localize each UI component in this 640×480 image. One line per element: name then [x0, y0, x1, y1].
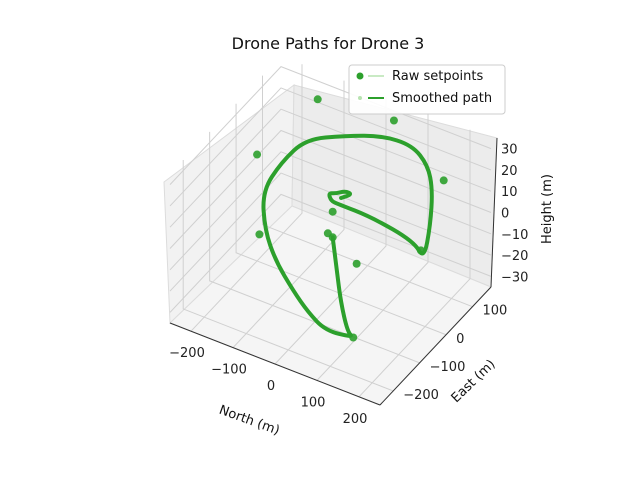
grid-line-z — [169, 66, 492, 185]
east-axis-line — [379, 286, 492, 406]
chart-title: Drone Paths for Drone 3 — [232, 34, 425, 53]
z-tick-label: 20 — [501, 164, 518, 179]
grid-line-z — [169, 172, 492, 292]
raw-setpoint-marker — [349, 333, 358, 342]
legend-raw-marker — [356, 72, 364, 80]
raw-setpoint-marker — [416, 246, 425, 255]
raw-setpoint-marker — [323, 229, 332, 238]
height-axis-line — [490, 137, 498, 288]
grid-line-x — [274, 97, 387, 365]
z-tick-label: 10 — [501, 185, 518, 200]
series-layer — [253, 95, 448, 342]
legend-smoothed-marker — [358, 96, 362, 100]
grid-line-x — [358, 129, 471, 398]
legend-smoothed-label: Smoothed path — [392, 91, 492, 106]
raw-setpoint-marker — [328, 207, 337, 216]
x-axis-label: North (m) — [217, 403, 282, 439]
z-tick-label: 0 — [501, 207, 509, 222]
grid-line-z — [169, 87, 492, 207]
y-tick-label: −200 — [403, 388, 439, 403]
legend: Raw setpoints Smoothed path — [348, 64, 506, 115]
grid-line-z — [169, 108, 492, 228]
raw-setpoint-marker — [255, 230, 264, 239]
y-tick-label: 100 — [483, 304, 508, 319]
z-axis-label: Height (m) — [540, 174, 555, 244]
grid-line-y — [182, 159, 394, 392]
x-tick-label: −200 — [169, 346, 205, 361]
north-axis-line — [169, 322, 381, 406]
grid-line-x — [232, 80, 345, 348]
grid-line-y — [262, 75, 473, 308]
raw-setpoint-marker — [352, 259, 361, 268]
smoothed-path-line — [261, 133, 434, 338]
tick-labels: −200−1000100200−200−1000100−30−20−100102… — [169, 143, 528, 427]
axis-lines — [169, 137, 498, 406]
raw-setpoint-marker — [389, 116, 398, 125]
raw-setpoint-marker — [439, 176, 448, 185]
x-tick-label: 200 — [343, 412, 368, 427]
z-tick-label: −30 — [501, 270, 528, 285]
z-tick-label: −20 — [501, 249, 528, 264]
z-tick-label: −10 — [501, 228, 528, 243]
legend-box — [348, 64, 506, 115]
x-tick-label: −100 — [211, 363, 247, 378]
grid-line-y — [235, 103, 447, 336]
legend-raw-label: Raw setpoints — [392, 69, 484, 84]
raw-setpoint-marker — [313, 95, 322, 104]
raw-setpoint-marker — [253, 150, 262, 159]
grid-line-x — [190, 64, 303, 332]
y-tick-label: −100 — [430, 360, 466, 375]
y-tick-label: 0 — [456, 332, 464, 347]
grid-line-z — [169, 129, 492, 249]
z-tick-label: 30 — [501, 143, 518, 158]
grid-line-z — [169, 151, 492, 271]
x-tick-label: 100 — [301, 395, 326, 410]
x-tick-label: 0 — [267, 379, 275, 394]
